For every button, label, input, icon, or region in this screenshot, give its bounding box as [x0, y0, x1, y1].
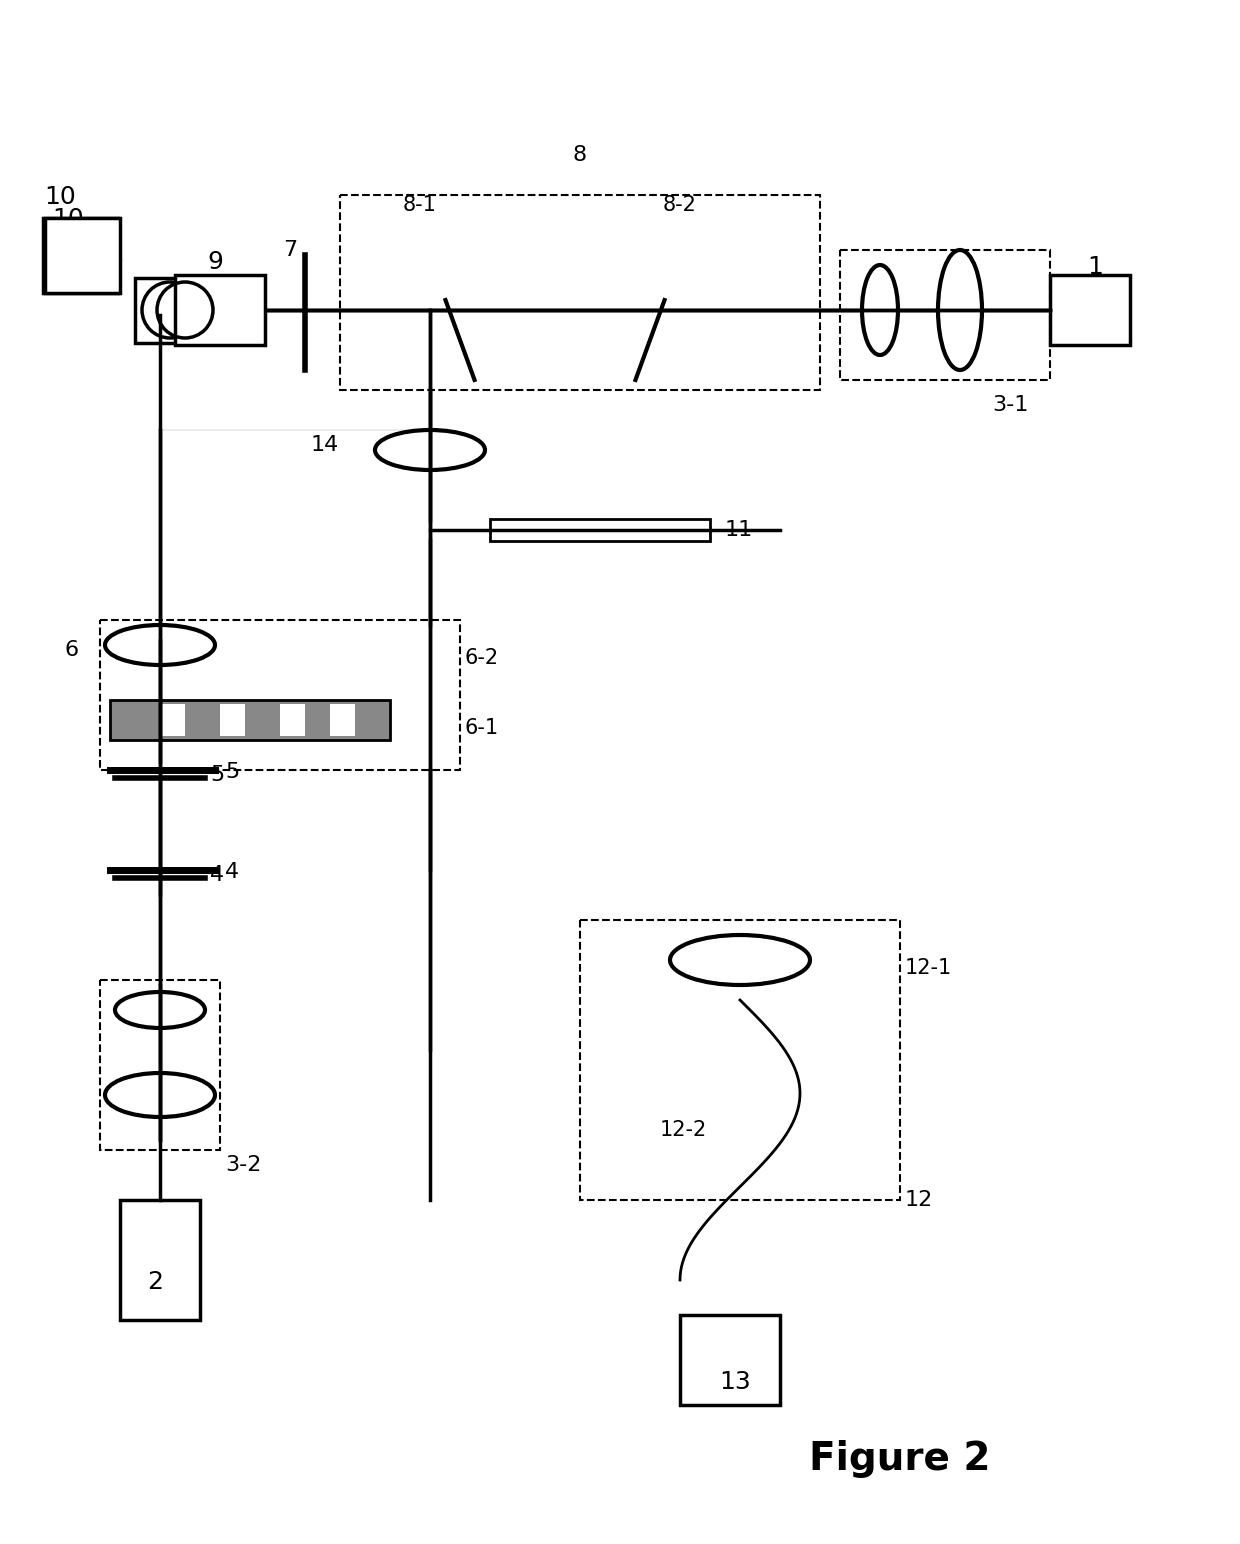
Bar	[219, 704, 246, 736]
Bar	[330, 704, 355, 736]
Text: 12-1: 12-1	[905, 957, 952, 977]
Text: 4: 4	[224, 862, 239, 882]
Text: 8-2: 8-2	[663, 195, 697, 215]
Text: 8: 8	[573, 145, 587, 165]
Bar	[1050, 275, 1130, 344]
Text: 3-2: 3-2	[224, 1155, 262, 1175]
Bar	[135, 278, 205, 343]
Text: 4: 4	[210, 865, 224, 885]
Bar	[42, 218, 118, 292]
Bar	[100, 980, 219, 1150]
Text: 5: 5	[224, 763, 239, 781]
Bar	[490, 519, 711, 540]
Ellipse shape	[115, 991, 205, 1028]
Text: 1: 1	[1087, 255, 1102, 279]
Text: 3-1: 3-1	[992, 395, 1028, 415]
Ellipse shape	[862, 266, 898, 355]
Text: 2: 2	[148, 1271, 162, 1294]
Bar	[120, 1200, 200, 1320]
Bar	[280, 704, 305, 736]
Bar	[100, 621, 460, 770]
Text: 11: 11	[725, 520, 753, 540]
Text: 10: 10	[52, 207, 84, 232]
Text: 13: 13	[719, 1370, 751, 1394]
Bar	[340, 195, 820, 391]
Text: Figure 2: Figure 2	[810, 1441, 991, 1478]
Bar	[680, 1315, 780, 1405]
Bar	[580, 920, 900, 1200]
Text: 14: 14	[311, 435, 339, 455]
Text: 6-1: 6-1	[465, 718, 500, 738]
Text: 7: 7	[283, 239, 298, 259]
Text: 12: 12	[905, 1190, 934, 1210]
Text: 6-2: 6-2	[465, 648, 500, 669]
Ellipse shape	[670, 936, 810, 985]
Text: 5: 5	[210, 764, 224, 784]
Bar	[160, 704, 185, 736]
Ellipse shape	[374, 429, 485, 469]
Ellipse shape	[105, 1073, 215, 1116]
Text: 8-1: 8-1	[403, 195, 436, 215]
Bar	[45, 218, 120, 293]
Text: 12-2: 12-2	[660, 1119, 707, 1139]
Bar	[839, 250, 1050, 380]
Text: 10: 10	[45, 185, 76, 208]
Text: 9: 9	[207, 250, 223, 273]
Text: 9: 9	[107, 250, 123, 273]
Ellipse shape	[937, 250, 982, 371]
Bar	[175, 275, 265, 344]
Bar	[110, 699, 391, 740]
Ellipse shape	[105, 625, 215, 665]
Text: 6: 6	[64, 641, 79, 659]
